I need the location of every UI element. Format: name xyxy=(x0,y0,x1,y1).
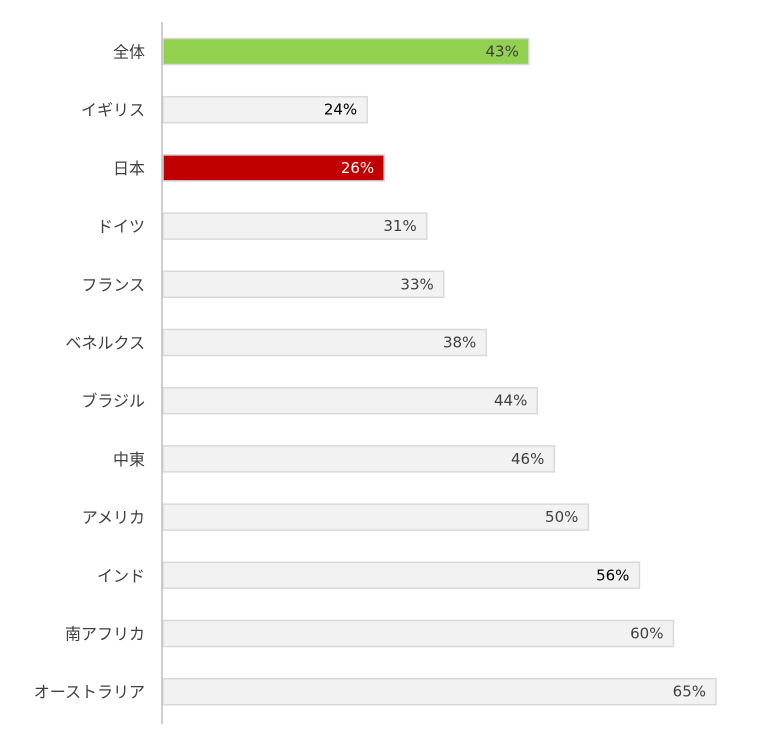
value-label-0: 43% xyxy=(485,43,518,61)
category-label-5: ベネルクス xyxy=(65,334,145,353)
bar-4 xyxy=(162,270,445,299)
bar-1 xyxy=(162,95,368,124)
value-label-2: 26% xyxy=(341,159,374,177)
bar-9 xyxy=(162,561,641,590)
category-label-1: イギリス xyxy=(81,101,145,120)
category-label-0: 全体 xyxy=(113,43,145,62)
bar-5 xyxy=(162,328,488,357)
value-label-11: 65% xyxy=(673,683,706,701)
value-label-4: 33% xyxy=(400,275,433,293)
bar-6 xyxy=(162,386,539,415)
bar-2 xyxy=(162,154,385,182)
category-labels-group: 全体イギリス日本ドイツフランスベネルクスブラジル中東アメリカインド南アフリカオー… xyxy=(34,43,145,702)
bar-11 xyxy=(162,677,717,706)
value-label-9: 56% xyxy=(596,566,629,584)
value-label-5: 38% xyxy=(443,334,476,352)
bar-7 xyxy=(162,445,556,473)
bar-10 xyxy=(162,619,675,648)
value-label-8: 50% xyxy=(545,508,578,526)
category-label-6: ブラジル xyxy=(81,392,145,411)
category-label-2: 日本 xyxy=(113,159,145,178)
bars-group xyxy=(162,37,717,706)
value-labels-group: 43% 24% 26% 31% 33% 38% 44% 46% 50% 56% 60% 65% xyxy=(324,43,706,701)
bar-0 xyxy=(162,37,530,66)
category-label-8: アメリカ xyxy=(82,508,145,527)
value-label-3: 31% xyxy=(383,217,416,235)
bar-8 xyxy=(162,503,590,531)
value-label-6: 44% xyxy=(494,392,527,410)
value-label-7: 46% xyxy=(511,450,544,468)
category-label-7: 中東 xyxy=(113,450,145,469)
category-label-9: インド xyxy=(97,566,145,585)
value-label-1: 24% xyxy=(324,101,357,119)
value-label-10: 60% xyxy=(630,625,663,643)
category-label-4: フランス xyxy=(81,275,145,294)
bar-3 xyxy=(162,212,428,240)
category-label-10: 南アフリカ xyxy=(65,625,145,644)
category-label-11: オーストラリア xyxy=(34,683,145,702)
category-label-3: ドイツ xyxy=(97,217,145,236)
